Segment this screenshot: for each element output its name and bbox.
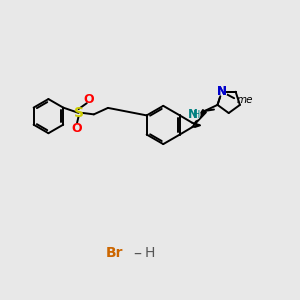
Text: O: O (72, 122, 83, 135)
Circle shape (189, 109, 200, 120)
Text: Br: Br (106, 246, 123, 260)
Polygon shape (192, 110, 206, 127)
Text: me: me (236, 95, 253, 105)
Text: N: N (217, 85, 227, 98)
Text: H: H (145, 246, 155, 260)
Text: –: – (133, 246, 141, 261)
Text: O: O (83, 93, 94, 106)
Circle shape (217, 87, 227, 97)
Text: N: N (188, 108, 198, 121)
Text: H: H (193, 110, 201, 119)
Text: S: S (74, 106, 83, 120)
Text: N: N (217, 85, 227, 98)
Circle shape (217, 87, 227, 97)
